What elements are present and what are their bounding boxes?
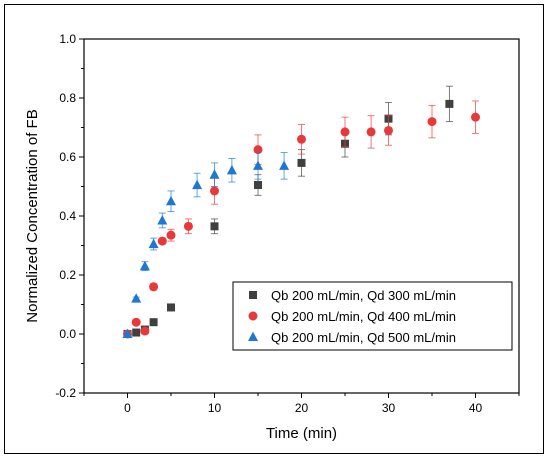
legend-entry: Qb 200 mL/min, Qd 500 mL/min: [271, 330, 456, 345]
data-point: [183, 221, 193, 231]
y-tick-label: 0.4: [59, 209, 76, 223]
data-point: [297, 158, 306, 167]
legend-box: [232, 281, 513, 351]
data-point: [167, 303, 175, 312]
x-tick-label: 0: [124, 401, 131, 415]
axes: 0 10 20 30 40 -0.2 0.0 0.2 0.4 0.6 0.8 1.0: [55, 32, 520, 415]
data-point: [210, 186, 219, 196]
plot-area: [122, 85, 480, 339]
data-point: [254, 181, 262, 190]
data-point: [131, 317, 141, 327]
y-tick-label: 1.0: [59, 32, 76, 46]
y-tick-label: 0.0: [59, 327, 76, 341]
data-point: [122, 328, 133, 339]
y-tick-label: 0.2: [59, 268, 76, 282]
data-point: [149, 318, 158, 327]
data-point: [157, 215, 168, 225]
data-point: [253, 145, 263, 155]
legend-entry: Qb 200 mL/min, Qd 400 mL/min: [271, 309, 456, 324]
data-point: [445, 99, 454, 108]
series-3: [122, 152, 290, 339]
data-point: [166, 230, 176, 240]
data-point: [209, 169, 220, 179]
legend-marker: [249, 291, 257, 299]
data-point: [140, 326, 150, 336]
data-point: [279, 160, 290, 170]
data-point: [384, 125, 393, 135]
data-point: [166, 195, 176, 206]
data-point: [210, 222, 219, 231]
legend-entry: Qb 200 mL/min, Qd 300 mL/min: [271, 288, 456, 303]
legend-marker: [248, 311, 258, 321]
y-tick-label: 0.8: [59, 91, 76, 105]
legend: Qb 200 mL/min, Qd 300 mL/min Qb 200 mL/mi…: [232, 281, 513, 351]
data-point: [366, 127, 376, 137]
data-point: [427, 117, 437, 127]
data-point: [340, 127, 350, 137]
x-tick-label: 10: [208, 401, 222, 415]
y-tick-label: -0.2: [55, 386, 76, 400]
data-point: [139, 260, 150, 271]
y-tick-label: 0.6: [59, 150, 76, 164]
data-point: [148, 238, 159, 249]
data-point: [192, 179, 203, 190]
data-point: [132, 328, 141, 337]
x-tick-label: 40: [469, 401, 483, 415]
figure-frame: [4, 4, 544, 454]
data-point: [253, 160, 263, 170]
x-tick-label: 30: [382, 401, 396, 415]
x-tick-label: 20: [295, 401, 309, 415]
data-point: [226, 164, 237, 175]
legend-marker: [248, 331, 258, 342]
x-axis-title: Time (min): [266, 425, 337, 442]
data-point: [149, 282, 159, 292]
y-axis-title: Normalized Concentration of FB: [24, 109, 41, 322]
data-point: [131, 293, 142, 303]
data-point: [297, 134, 306, 144]
series-2: [123, 100, 480, 339]
data-point: [471, 112, 480, 122]
data-point: [157, 236, 167, 246]
